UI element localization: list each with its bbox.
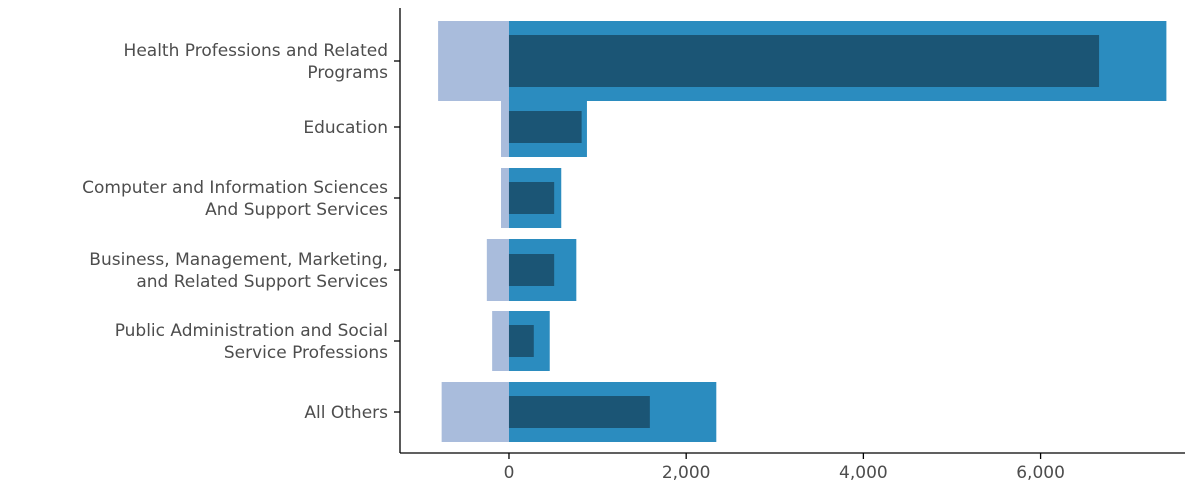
x-tick-label: 0 <box>504 463 515 483</box>
x-tick-label: 2,000 <box>662 463 711 483</box>
category-label: Service Professions <box>224 343 388 363</box>
category-label: Education <box>303 118 388 138</box>
x-tick-label: 6,000 <box>1016 463 1065 483</box>
category-label: Business, Management, Marketing, <box>89 250 388 270</box>
bar-series-1-cat-2 <box>501 97 509 157</box>
category-label: and Related Support Services <box>136 272 388 292</box>
category-label: Health Professions and Related <box>124 41 388 61</box>
bars-layer <box>438 21 1167 442</box>
bar-series-1-cat-3 <box>501 168 509 228</box>
bar-series-1-cat-1 <box>438 21 509 101</box>
category-label: Public Administration and Social <box>115 321 388 341</box>
bar-series-3-cat-5 <box>508 325 534 357</box>
bar-series-1-cat-5 <box>492 311 509 371</box>
bar-series-3-cat-6 <box>508 396 650 428</box>
bar-series-3-cat-4 <box>508 254 555 286</box>
x-axis: 0 2,000 4,000 6,000 <box>400 452 1185 483</box>
bar-series-3-cat-3 <box>508 182 555 214</box>
category-label: And Support Services <box>205 200 388 220</box>
bar-series-1-cat-4 <box>486 239 509 301</box>
category-label: Programs <box>307 63 388 83</box>
category-label: All Others <box>304 403 388 423</box>
bar-series-3-cat-1 <box>508 35 1100 87</box>
x-tick-label: 4,000 <box>839 463 888 483</box>
bar-series-3-cat-2 <box>508 111 582 143</box>
bar-series-1-cat-6 <box>441 382 509 442</box>
category-label: Computer and Information Sciences <box>82 178 388 198</box>
